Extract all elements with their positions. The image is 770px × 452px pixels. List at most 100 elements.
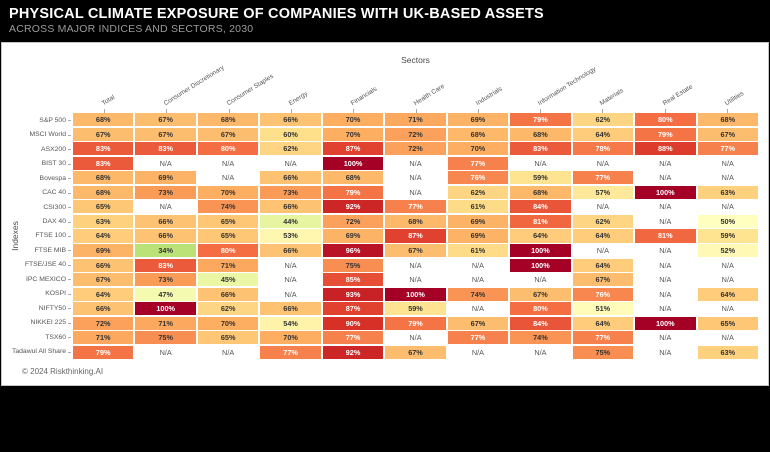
heatmap-cell-13-6: N/A <box>447 302 509 316</box>
heatmap-cell-14-2: 70% <box>197 316 259 330</box>
heatmap-cell-1-2: 67% <box>197 127 259 141</box>
heatmap-cell-5-10: 63% <box>697 185 758 199</box>
heatmap-cell-13-1: 100% <box>135 302 196 316</box>
heatmap-cell-12-6: 74% <box>447 287 509 301</box>
heatmap-cell-9-5: 67% <box>385 244 446 258</box>
heatmap-cell-4-10: N/A <box>697 171 758 185</box>
heatmap-cell-10-7: 100% <box>510 258 571 272</box>
heatmap-cell-10-2: 71% <box>197 258 259 272</box>
heatmap-cell-0-5: 71% <box>385 113 446 127</box>
heatmap-cell-6-10: N/A <box>697 200 758 214</box>
heatmap-cell-7-0: 63% <box>73 214 134 228</box>
heatmap-cell-6-7: 84% <box>510 200 571 214</box>
heatmap-cell-7-2: 65% <box>197 214 259 228</box>
column-tick <box>104 109 106 113</box>
heatmap-cell-3-10: N/A <box>697 156 758 170</box>
heatmap-cell-16-3: 77% <box>260 345 321 359</box>
heatmap-cell-12-4: 93% <box>322 287 384 301</box>
column-header-financials: Financials <box>349 85 379 108</box>
heatmap-cell-6-2: 74% <box>197 200 259 214</box>
heatmap-cell-5-4: 79% <box>322 185 384 199</box>
column-header-information-technology: Information Technology <box>536 65 598 108</box>
heatmap-cell-14-8: 64% <box>572 316 634 330</box>
heatmap-cell-13-3: 66% <box>260 302 321 316</box>
column-header-utilities: Utilities <box>723 90 746 108</box>
row-label-ftse-mib: FTSE MIB <box>34 246 66 254</box>
heatmap-cell-4-5: N/A <box>385 171 446 185</box>
row-tick <box>68 236 71 237</box>
heatmap-cell-16-6: N/A <box>447 345 509 359</box>
heatmap-cell-7-5: 68% <box>385 214 446 228</box>
heatmap-cell-9-1: 34% <box>135 244 196 258</box>
heatmap-cell-12-3: N/A <box>260 287 321 301</box>
heatmap-cell-0-10: 68% <box>697 113 758 127</box>
column-tick <box>664 109 666 113</box>
heatmap-cell-12-10: 64% <box>697 287 758 301</box>
row-label-cac-40: CAC 40 <box>42 189 66 197</box>
heatmap-cell-15-4: 77% <box>322 331 384 345</box>
heatmap-cell-10-9: N/A <box>635 258 696 272</box>
heatmap-cell-2-8: 78% <box>572 142 634 156</box>
row-label-s-p-500: S&P 500 <box>39 116 66 124</box>
heatmap-cell-0-8: 62% <box>572 113 634 127</box>
row-label-nifty50: NIFTY50 <box>38 304 66 312</box>
heatmap-cell-14-4: 90% <box>322 316 384 330</box>
heatmap-cell-2-5: 72% <box>385 142 446 156</box>
row-label-tadawul-all-share: Tadawul All Share <box>11 348 66 356</box>
heatmap-cell-2-0: 83% <box>73 142 134 156</box>
heatmap-cell-16-5: 67% <box>385 345 446 359</box>
heatmap-cell-9-0: 69% <box>73 244 134 258</box>
row-tick <box>68 250 71 252</box>
heatmap-cell-16-8: 75% <box>572 345 634 359</box>
row-tick <box>68 264 71 266</box>
heatmap-cell-11-9: N/A <box>635 273 696 287</box>
heatmap-cell-10-0: 66% <box>73 258 134 272</box>
heatmap-cell-1-6: 68% <box>447 127 509 141</box>
heatmap-cell-12-5: 100% <box>385 287 446 301</box>
heatmap-cell-16-2: N/A <box>197 345 259 359</box>
heatmap-cell-8-10: 59% <box>697 229 758 243</box>
heatmap-cell-16-0: 79% <box>73 345 134 359</box>
row-label-bovespa: Bovespa <box>39 174 66 182</box>
heatmap-cell-4-4: 68% <box>322 171 384 185</box>
heatmap-cell-5-7: 68% <box>510 185 571 199</box>
heatmap-cell-5-3: 73% <box>260 185 321 199</box>
heatmap-cell-2-3: 62% <box>260 142 321 156</box>
heatmap-cell-2-2: 80% <box>197 142 259 156</box>
heatmap-cell-16-7: N/A <box>510 345 571 359</box>
heatmap-cell-14-1: 71% <box>135 316 196 330</box>
heatmap-cell-8-0: 64% <box>73 229 134 243</box>
heatmap-cell-1-1: 67% <box>135 127 196 141</box>
row-label-tsx60: TSX60 <box>45 333 66 341</box>
heatmap-cell-13-4: 87% <box>322 302 384 316</box>
column-tick <box>166 109 168 113</box>
heatmap-cell-15-1: 75% <box>135 331 196 345</box>
heatmap-cell-3-8: N/A <box>572 156 634 170</box>
heatmap-cell-10-3: N/A <box>260 258 321 272</box>
heatmap-cell-2-4: 87% <box>322 142 384 156</box>
heatmap-cell-3-9: N/A <box>635 156 696 170</box>
heatmap-cell-10-6: N/A <box>447 258 509 272</box>
column-tick <box>602 109 604 113</box>
column-tick <box>353 109 355 113</box>
heatmap-cell-10-4: 75% <box>322 258 384 272</box>
heatmap-cell-12-9: N/A <box>635 287 696 301</box>
heatmap-cell-1-10: 67% <box>697 127 758 141</box>
heatmap-cell-3-2: N/A <box>197 156 259 170</box>
heatmap-cell-8-5: 87% <box>385 229 446 243</box>
heatmap-cell-14-5: 79% <box>385 316 446 330</box>
heatmap-cell-13-9: N/A <box>635 302 696 316</box>
heatmap-cell-0-3: 66% <box>260 113 321 127</box>
heatmap-cell-0-2: 68% <box>197 113 259 127</box>
heatmap-cell-1-0: 67% <box>73 127 134 141</box>
heatmap-cell-7-8: 62% <box>572 214 634 228</box>
heatmap-cell-5-1: 73% <box>135 185 196 199</box>
heatmap-cell-2-7: 83% <box>510 142 571 156</box>
heatmap-cell-3-5: N/A <box>385 156 446 170</box>
column-tick <box>726 109 728 113</box>
heatmap-cell-13-2: 62% <box>197 302 259 316</box>
heatmap-cell-1-5: 72% <box>385 127 446 141</box>
page-subtitle: ACROSS MAJOR INDICES AND SECTORS, 2030 <box>9 23 254 35</box>
heatmap-grid: 68% 67% 68% 66% 70% 71% 69% 79% 62% 80% 68% 67% 67% 6… <box>73 113 758 359</box>
row-tick <box>68 337 71 339</box>
